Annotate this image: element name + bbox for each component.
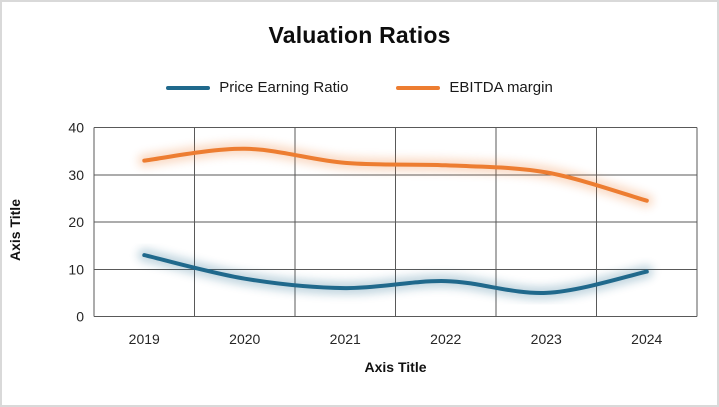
- x-tick-label: 2022: [430, 331, 461, 347]
- legend: Price Earning Ratio EBITDA margin: [2, 79, 717, 96]
- x-tick-label: 2020: [229, 331, 260, 347]
- series-line-price-earning-ratio: [142, 253, 649, 295]
- x-axis-tick-labels: 2019 2020 2021 2022 2023 2024: [129, 331, 663, 347]
- legend-item-ebitda-margin: EBITDA margin: [396, 79, 553, 96]
- y-axis-title: Axis Title: [7, 199, 23, 261]
- legend-item-price-earning-ratio: Price Earning Ratio: [166, 79, 348, 96]
- x-tick-label: 2021: [330, 331, 361, 347]
- legend-label: EBITDA margin: [449, 79, 553, 96]
- y-tick-label: 30: [68, 167, 84, 183]
- y-tick-label: 10: [68, 261, 84, 277]
- legend-swatch-line-icon: [166, 85, 211, 90]
- x-tick-label: 2019: [129, 331, 160, 347]
- x-axis-title: Axis Title: [364, 359, 427, 375]
- series-line-ebitda-margin: [142, 146, 649, 203]
- y-tick-label: 40: [68, 120, 84, 136]
- y-axis-tick-labels: 0 10 20 30 40: [68, 120, 84, 325]
- legend-label: Price Earning Ratio: [219, 79, 349, 96]
- legend-swatch-line-icon: [396, 85, 441, 90]
- y-tick-label: 20: [68, 214, 84, 230]
- x-tick-label: 2024: [631, 331, 662, 347]
- gridlines: [93, 127, 698, 317]
- data-series-lines: [137, 142, 654, 300]
- chart-title: Valuation Ratios: [268, 22, 451, 48]
- y-tick-label: 0: [76, 309, 84, 325]
- x-tick-label: 2023: [531, 331, 562, 347]
